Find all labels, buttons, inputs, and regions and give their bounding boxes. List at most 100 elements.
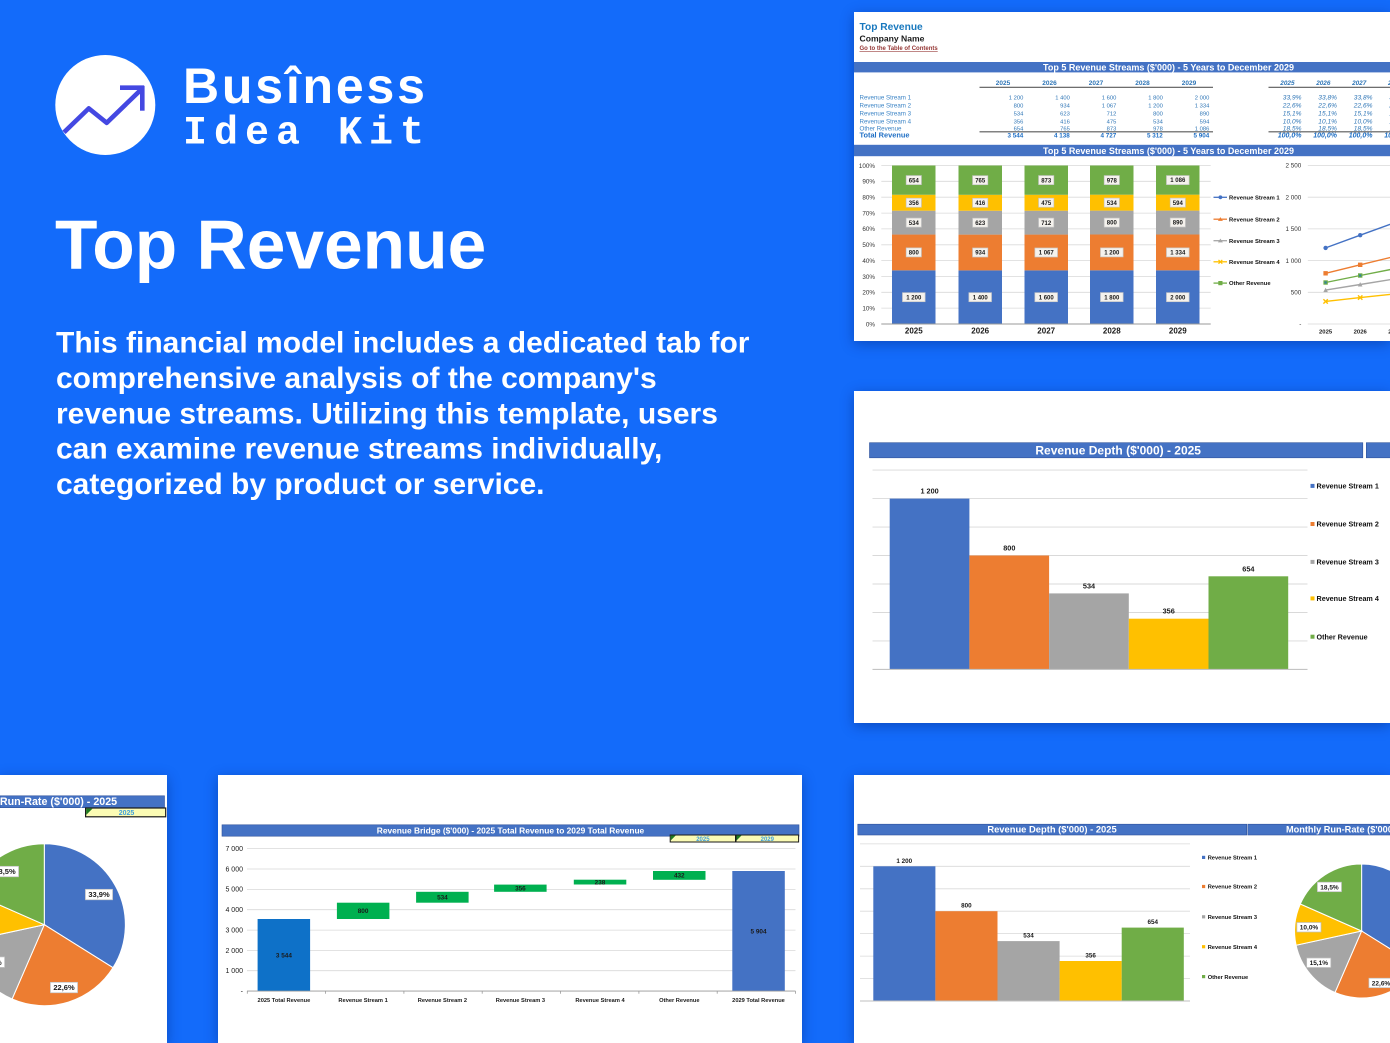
svg-text:5 312: 5 312: [1147, 132, 1163, 139]
svg-text:5 904: 5 904: [750, 928, 766, 935]
svg-text:20: 20: [1388, 330, 1390, 336]
svg-text:Other Revenue: Other Revenue: [859, 126, 902, 133]
svg-text:18,5%: 18,5%: [0, 867, 16, 876]
svg-text:categorized by product or serv: categorized by product or service.: [56, 468, 544, 501]
svg-text:Revenue Stream 1: Revenue Stream 1: [1208, 856, 1257, 862]
svg-text:2025: 2025: [1279, 80, 1295, 87]
svg-text:Revenue Stream 4: Revenue Stream 4: [1208, 945, 1258, 951]
svg-text:2027: 2027: [1351, 80, 1367, 87]
svg-text:18,4%: 18,4%: [1389, 126, 1390, 133]
svg-text:10%: 10%: [862, 305, 875, 312]
svg-text:1 200: 1 200: [1148, 104, 1163, 110]
svg-text:1 086: 1 086: [1194, 127, 1209, 133]
svg-text:-: -: [1299, 321, 1301, 328]
svg-text:15,1%: 15,1%: [1318, 111, 1337, 118]
svg-text:1 500: 1 500: [1285, 226, 1301, 233]
svg-text:80%: 80%: [862, 195, 875, 202]
svg-text:873: 873: [1106, 127, 1116, 133]
svg-text:33,8%: 33,8%: [1318, 95, 1337, 102]
svg-text:2025: 2025: [119, 810, 135, 817]
svg-text:Revenue Stream 3: Revenue Stream 3: [1316, 558, 1378, 567]
svg-text:2026: 2026: [1042, 80, 1057, 87]
svg-text:revenue streams. Utilizing thi: revenue streams. Utilizing this template…: [56, 397, 718, 430]
svg-text:2029 Total Revenue: 2029 Total Revenue: [732, 998, 785, 1004]
svg-text:416: 416: [975, 201, 986, 207]
svg-text:890: 890: [1172, 221, 1183, 227]
svg-text:623: 623: [1060, 112, 1070, 118]
svg-text:60%: 60%: [862, 226, 875, 233]
svg-text:33,9%: 33,9%: [1389, 95, 1390, 102]
svg-text:10,1%: 10,1%: [1389, 119, 1390, 126]
svg-text:Revenue Stream 1: Revenue Stream 1: [1316, 482, 1378, 491]
svg-text:2025: 2025: [995, 80, 1010, 87]
svg-text:7 000: 7 000: [225, 846, 243, 853]
svg-text:1 334: 1 334: [1170, 251, 1186, 257]
svg-text:934: 934: [1060, 104, 1070, 110]
svg-text:15,1%: 15,1%: [0, 957, 2, 966]
svg-text:5 000: 5 000: [225, 886, 243, 893]
svg-text:1 000: 1 000: [1285, 258, 1301, 265]
svg-text:Top 5 Revenue Streams ($'000): Top 5 Revenue Streams ($'000) - 5 Years …: [1043, 146, 1294, 156]
svg-text:2 500: 2 500: [1285, 163, 1301, 170]
svg-text:534: 534: [1153, 120, 1163, 126]
svg-text:1 600: 1 600: [1038, 295, 1054, 301]
svg-text:70%: 70%: [862, 210, 875, 217]
svg-text:22,6%: 22,6%: [1372, 980, 1390, 987]
svg-text:2026: 2026: [1315, 80, 1331, 87]
svg-text:2 000: 2 000: [225, 947, 243, 954]
svg-text:2025: 2025: [696, 837, 710, 843]
svg-text:2 000: 2 000: [1170, 295, 1186, 301]
svg-text:Revenue Stream 3: Revenue Stream 3: [495, 998, 544, 1004]
svg-text:Revenue Depth ($'000) - 2025: Revenue Depth ($'000) - 2025: [987, 824, 1116, 835]
svg-text:Revenue Stream 2: Revenue Stream 2: [1316, 520, 1378, 529]
svg-text:800: 800: [1153, 112, 1163, 118]
svg-text:3 544: 3 544: [1007, 132, 1023, 139]
svg-text:2028: 2028: [1102, 327, 1120, 336]
svg-text:890: 890: [1199, 112, 1209, 118]
svg-text:594: 594: [1172, 201, 1183, 207]
svg-text:10,1%: 10,1%: [1318, 119, 1337, 126]
svg-text:3 544: 3 544: [275, 952, 291, 959]
svg-text:934: 934: [975, 251, 986, 257]
svg-text:2025 Total Revenue: 2025 Total Revenue: [257, 998, 310, 1004]
svg-text:Revenue Stream 4: Revenue Stream 4: [575, 998, 625, 1004]
svg-text:978: 978: [1106, 178, 1117, 184]
svg-text:2027: 2027: [1088, 80, 1103, 87]
svg-text:800: 800: [1003, 544, 1015, 553]
svg-text:4 000: 4 000: [225, 907, 243, 914]
svg-text:can examine revenue streams in: can examine revenue streams individually…: [56, 433, 662, 466]
svg-text:356: 356: [1162, 607, 1174, 616]
svg-text:Idea Kit: Idea Kit: [183, 112, 431, 157]
svg-text:22,6%: 22,6%: [1317, 103, 1337, 110]
svg-text:15,1%: 15,1%: [1353, 111, 1372, 118]
svg-text:0%: 0%: [865, 321, 875, 328]
svg-text:3 000: 3 000: [225, 927, 243, 934]
svg-text:Revenue Stream 3: Revenue Stream 3: [1229, 239, 1280, 245]
svg-text:22,6%: 22,6%: [1281, 103, 1301, 110]
svg-text:2027: 2027: [1037, 327, 1055, 336]
svg-text:6 000: 6 000: [225, 866, 243, 873]
svg-text:10,0%: 10,0%: [1353, 119, 1372, 126]
svg-text:654: 654: [1147, 919, 1158, 926]
svg-text:1 000: 1 000: [225, 968, 243, 975]
svg-text:30%: 30%: [862, 274, 875, 281]
svg-text:475: 475: [1106, 120, 1116, 126]
svg-text:2028: 2028: [1386, 80, 1390, 87]
svg-text:238: 238: [594, 879, 605, 886]
svg-text:4 727: 4 727: [1100, 132, 1116, 139]
svg-text:-: -: [240, 988, 243, 995]
svg-text:Other Revenue: Other Revenue: [659, 998, 699, 1004]
svg-text:712: 712: [1106, 112, 1116, 118]
svg-text:100,0%: 100,0%: [1313, 132, 1338, 139]
svg-text:Go to the Table of Contents: Go to the Table of Contents: [859, 46, 938, 52]
svg-text:1 800: 1 800: [1104, 295, 1120, 301]
svg-text:2 000: 2 000: [1285, 194, 1301, 201]
svg-text:33,9%: 33,9%: [88, 890, 110, 899]
svg-text:1 200: 1 200: [896, 858, 912, 865]
svg-text:comprehensive analysis of the: comprehensive analysis of the company's: [56, 362, 657, 395]
svg-text:15,1%: 15,1%: [1389, 111, 1390, 118]
svg-text:Revenue Stream 4: Revenue Stream 4: [859, 119, 911, 126]
svg-text:654: 654: [908, 178, 919, 184]
svg-text:Revenue Stream 3: Revenue Stream 3: [859, 111, 911, 118]
svg-text:100,0%: 100,0%: [1277, 132, 1302, 139]
